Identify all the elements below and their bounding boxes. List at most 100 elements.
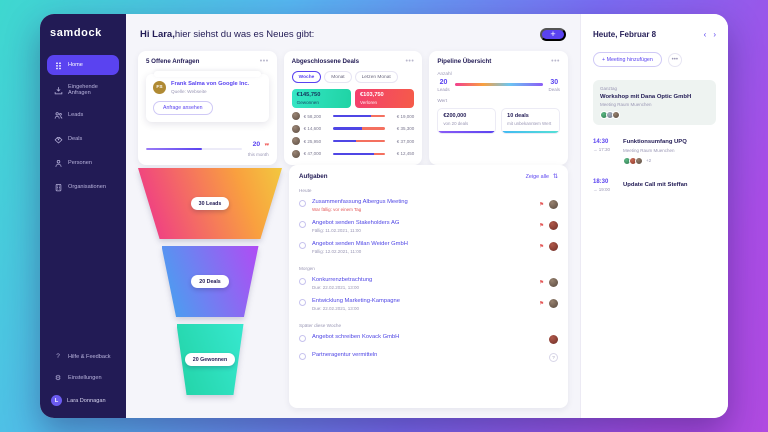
tab-letzen-monat[interactable]: Letzen Monat xyxy=(354,71,398,83)
requests-caption: this month xyxy=(247,151,269,157)
trend-down-icon: ▾▾ xyxy=(264,141,270,148)
sidebar: samdock Home Eingehende Anfragen Leads xyxy=(40,14,126,418)
show-all-link[interactable]: Zeige alle xyxy=(525,173,549,180)
section-label-spaeter: Später diese Woche xyxy=(299,323,342,328)
task-checkbox[interactable] xyxy=(299,242,306,249)
pipeline-card: Pipeline Übersicht ••• Anzahl 20 Leads 3… xyxy=(429,51,568,165)
requests-count: 20 xyxy=(252,140,261,148)
funnel-stage-leads[interactable]: 30 Leads xyxy=(138,168,282,239)
tab-woche[interactable]: Woche xyxy=(291,71,322,83)
sidebar-item-eingehende-anfragen[interactable]: Eingehende Anfragen xyxy=(47,79,119,101)
deal-row: € 25,950 € 37,000 xyxy=(291,137,414,146)
task-row: Entwicklung Marketing-Kampagne Due: 22.0… xyxy=(299,294,558,315)
deal-avatar xyxy=(291,112,300,121)
chevron-right-icon[interactable]: › xyxy=(713,29,716,39)
funnel-label: 20 Gewonnen xyxy=(184,353,236,366)
stats-cards-row: 5 Offene Anfragen ••• FS Frank Salma von… xyxy=(138,51,568,165)
user-profile[interactable]: L Lara Donnagan xyxy=(47,391,119,406)
lost-badge: €103,750 Verloren xyxy=(355,89,415,108)
person-icon xyxy=(53,158,63,168)
deal-avatar xyxy=(291,149,300,158)
lead-preview-card[interactable]: FS Frank Salma von Google Inc. Quelle: W… xyxy=(146,71,269,122)
greeting-text: hier siehst du was es Neues gibt: xyxy=(174,29,315,40)
sidebar-item-deals[interactable]: Deals xyxy=(47,129,119,149)
card-title: Abgeschlossene Deals xyxy=(291,58,360,65)
tasks-title: Aufgaben xyxy=(299,173,328,180)
task-row: Partneragentur vermitteln ? xyxy=(299,348,558,366)
task-row: Angebot senden Stakeholders AG Fällig: 1… xyxy=(299,216,558,237)
task-checkbox[interactable] xyxy=(299,221,306,228)
sidebar-item-home[interactable]: Home xyxy=(47,55,119,75)
task-checkbox[interactable] xyxy=(299,353,306,360)
sidebar-item-organisationen[interactable]: Organisationen xyxy=(47,177,119,197)
sidebar-item-label: Deals xyxy=(68,136,83,142)
app-window: samdock Home Eingehende Anfragen Leads xyxy=(40,14,728,418)
more-attendees: +2 xyxy=(646,158,652,163)
card-title: 5 Offene Anfragen xyxy=(146,58,200,65)
pipeline-gradient-bar xyxy=(454,83,544,86)
closed-deals-card: Abgeschlossene Deals ••• Woche Monat Let… xyxy=(283,51,423,165)
event-row[interactable]: 14:30 → 17:30 Funktionsumfang UPQ Meetin… xyxy=(593,139,687,165)
assignee-avatar xyxy=(549,278,558,287)
inbox-icon xyxy=(53,85,63,95)
user-name: Lara Donnagan xyxy=(67,397,106,404)
lead-avatar: FS xyxy=(153,81,166,94)
chevron-left-icon[interactable]: ‹ xyxy=(703,29,707,39)
lead-name[interactable]: Frank Salma von Google Inc. xyxy=(171,81,250,87)
attendee-avatar xyxy=(635,156,643,165)
funnel-stage-gewonnen[interactable]: 20 Gewonnen xyxy=(176,324,244,395)
tasks-card: Aufgaben Zeige alle ⇅ Heute Zusammenfass… xyxy=(289,165,568,408)
won-badge: €145,750 Gewonnen xyxy=(291,89,351,108)
add-button[interactable]: + xyxy=(540,28,566,41)
calendar-title: Heute, Februar 8 xyxy=(593,30,657,39)
sidebar-item-label: Hilfe & Feedback xyxy=(68,353,111,360)
event-allday[interactable]: Ganztag Workshop mit Dana Optic GmbH Mee… xyxy=(593,80,716,125)
sidebar-item-label: Home xyxy=(68,62,83,68)
period-tabs: Woche Monat Letzen Monat xyxy=(291,71,415,83)
open-requests-card: 5 Offene Anfragen ••• FS Frank Salma von… xyxy=(138,51,277,165)
task-row: Angebot schreiben Kovack GmbH xyxy=(299,330,558,348)
event-row[interactable]: 18:30 → 19:00 Update Call mit Steffan xyxy=(593,178,688,192)
task-row: Konkurrenzbetrachtung Due: 22.02.2021, 1… xyxy=(299,273,558,294)
task-row: Zusammenfassung Albergus Meeting War fäl… xyxy=(299,195,558,216)
page-header: Hi Lara, hier siehst du was es Neues gib… xyxy=(140,28,566,41)
add-meeting-button[interactable]: + Meeting hinzufügen xyxy=(593,52,662,67)
section-label-morgen: Morgen xyxy=(299,266,315,271)
user-avatar: L xyxy=(51,395,62,406)
view-request-button[interactable]: Anfrage ansehen xyxy=(153,101,213,115)
task-checkbox[interactable] xyxy=(299,299,306,306)
sidebar-item-label: Leads xyxy=(68,112,84,118)
more-menu-icon[interactable]: ••• xyxy=(405,57,415,65)
more-menu-icon[interactable]: ••• xyxy=(551,57,560,65)
assignee-avatar xyxy=(549,200,558,209)
task-checkbox[interactable] xyxy=(299,335,306,342)
sidebar-item-personen[interactable]: Personen xyxy=(47,153,119,173)
sidebar-item-einstellungen[interactable]: ⚙ Einstellungen xyxy=(47,369,119,387)
sort-icon[interactable]: ⇅ xyxy=(552,174,558,180)
tab-monat[interactable]: Monat xyxy=(324,71,352,83)
sidebar-item-hilfe-feedback[interactable]: ? Hilfe & Feedback xyxy=(47,348,119,365)
leads-icon xyxy=(53,110,63,120)
task-checkbox[interactable] xyxy=(299,278,306,285)
sidebar-item-label: Einstellungen xyxy=(68,375,102,381)
task-checkbox[interactable] xyxy=(299,200,306,207)
sidebar-footer: ? Hilfe & Feedback ⚙ Einstellungen L Lar… xyxy=(47,348,119,406)
sidebar-item-label: Eingehende Anfragen xyxy=(68,84,98,96)
sidebar-item-label: Personen xyxy=(68,160,92,166)
calendar-menu-icon[interactable]: ••• xyxy=(667,52,682,67)
deals-count: 30 xyxy=(550,79,559,86)
help-icon: ? xyxy=(56,353,60,360)
pipeline-unknown-card: 10 deals mit unbekanntem Wert xyxy=(501,108,560,134)
assignee-avatar xyxy=(549,242,558,251)
deal-row: € 58,200 € 19,000 xyxy=(291,112,414,121)
dashboard-icon xyxy=(53,60,63,70)
sales-funnel: 30 Leads 20 Deals 20 Gewonnen xyxy=(138,165,282,408)
deal-avatar xyxy=(291,137,300,146)
funnel-label: 20 Deals xyxy=(191,275,229,288)
sidebar-item-leads[interactable]: Leads xyxy=(47,105,119,125)
card-title: Pipeline Übersicht xyxy=(437,58,492,65)
more-menu-icon[interactable]: ••• xyxy=(259,57,269,65)
funnel-stage-deals[interactable]: 20 Deals xyxy=(161,246,259,317)
lead-source: Quelle: Webseite xyxy=(171,89,207,94)
